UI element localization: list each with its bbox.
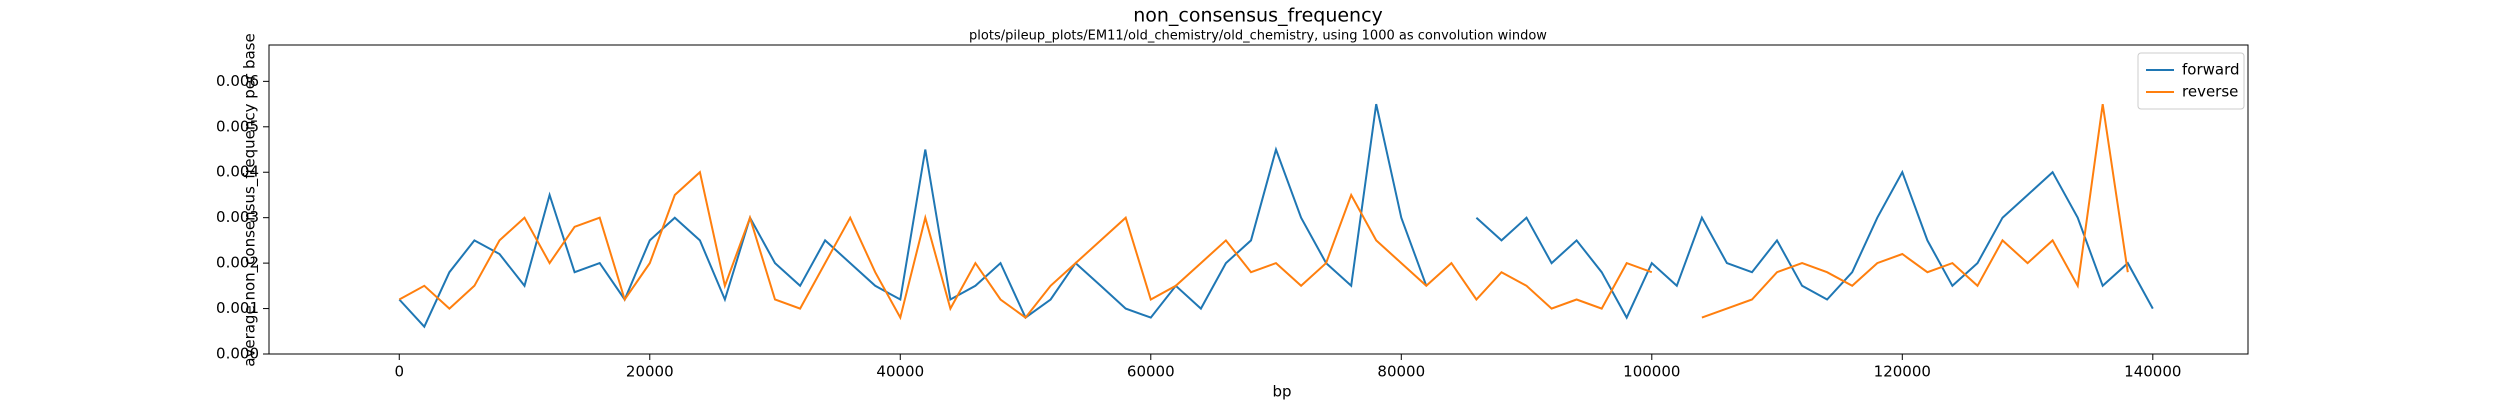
axes-frame xyxy=(268,44,2249,355)
x-tick-label: 20000 xyxy=(626,363,674,381)
series-line xyxy=(398,103,2154,329)
x-tick-label: 140000 xyxy=(2124,363,2181,381)
y-tick-label: 0.003 xyxy=(216,208,259,226)
y-tick-label: 0.006 xyxy=(216,72,259,90)
legend-label: forward xyxy=(2182,61,2240,79)
legend-label: reverse xyxy=(2182,83,2238,101)
chart-title: non_consensus_frequency xyxy=(1133,5,1383,27)
x-tick-label: 0 xyxy=(394,363,404,381)
x-tick-label: 40000 xyxy=(876,363,924,381)
y-tick-label: 0.000 xyxy=(216,345,259,363)
x-tick-label: 60000 xyxy=(1127,363,1175,381)
y-tick-label: 0.001 xyxy=(216,299,259,317)
y-tick-label: 0.005 xyxy=(216,117,259,135)
y-tick-label: 0.002 xyxy=(216,254,259,272)
legend-box xyxy=(2137,52,2245,110)
x-tick-label: 80000 xyxy=(1377,363,1425,381)
y-tick-label: 0.004 xyxy=(216,163,259,181)
x-tick-label: 120000 xyxy=(1874,363,1931,381)
series-line xyxy=(398,103,2129,321)
chart-subtitle: plots/pileup_plots/EM11/old_chemistry/ol… xyxy=(969,29,1547,44)
x-axis-label: bp xyxy=(1272,383,1291,400)
y-axis-label: average non_consensus_frequency per base xyxy=(241,33,260,366)
x-tick-label: 100000 xyxy=(1623,363,1680,381)
